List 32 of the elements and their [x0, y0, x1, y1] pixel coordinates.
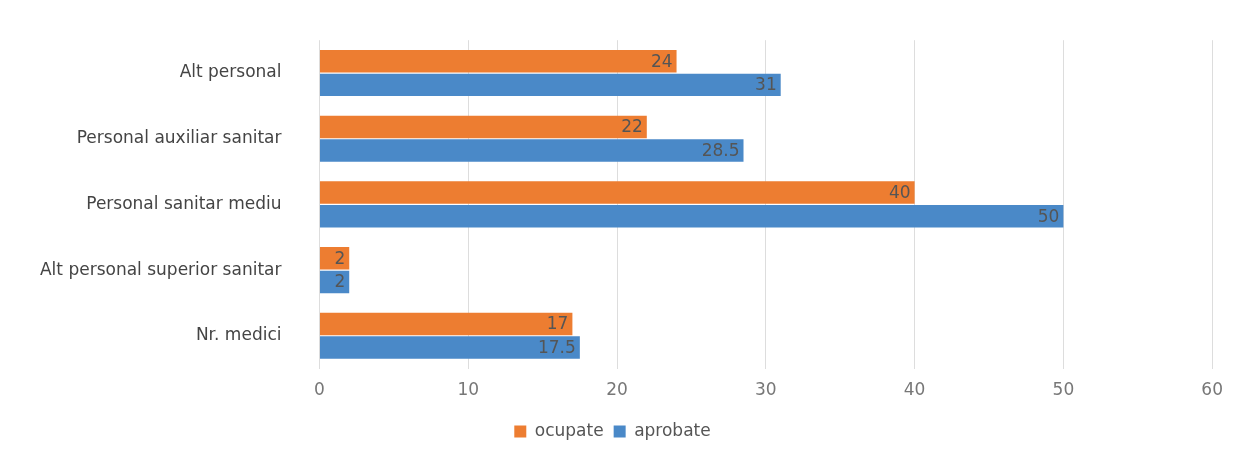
y-tick-label: Personal auxiliar sanitar: [76, 127, 282, 148]
data-label: 40: [888, 182, 911, 202]
y-tick-label: Alt personal superior sanitar: [39, 258, 282, 279]
data-label: 17: [546, 313, 569, 334]
x-tick-label: 0: [314, 379, 325, 400]
x-tick-label: 30: [755, 379, 777, 400]
data-label: 17.5: [537, 337, 576, 357]
bar: [319, 49, 677, 73]
y-tick-label: Alt personal: [179, 61, 282, 82]
data-label: 31: [755, 74, 777, 95]
bar: [319, 115, 647, 139]
x-tick-label: 10: [457, 379, 480, 400]
x-tick-label: 20: [606, 379, 628, 400]
y-tick-label: Nr. medici: [195, 324, 282, 345]
data-label: 2: [334, 247, 346, 268]
data-label: 2: [334, 271, 346, 292]
bar: [319, 336, 580, 359]
data-label: 22: [621, 116, 643, 137]
x-tick-label: 50: [1052, 379, 1075, 400]
bar: [319, 312, 573, 336]
bar: [319, 181, 915, 204]
bar: [319, 204, 1064, 228]
data-label: 24: [650, 50, 673, 71]
legend-label: ocupate: [534, 419, 604, 440]
data-label: 50: [1037, 205, 1060, 226]
x-tick-label: 40: [903, 379, 926, 400]
data-label: 28.5: [701, 139, 740, 160]
x-tick-label: 60: [1201, 379, 1223, 400]
y-tick-label: Personal sanitar mediu: [86, 192, 282, 213]
bar: [319, 139, 744, 162]
bar: [319, 73, 781, 97]
legend-label: aprobate: [634, 419, 711, 440]
